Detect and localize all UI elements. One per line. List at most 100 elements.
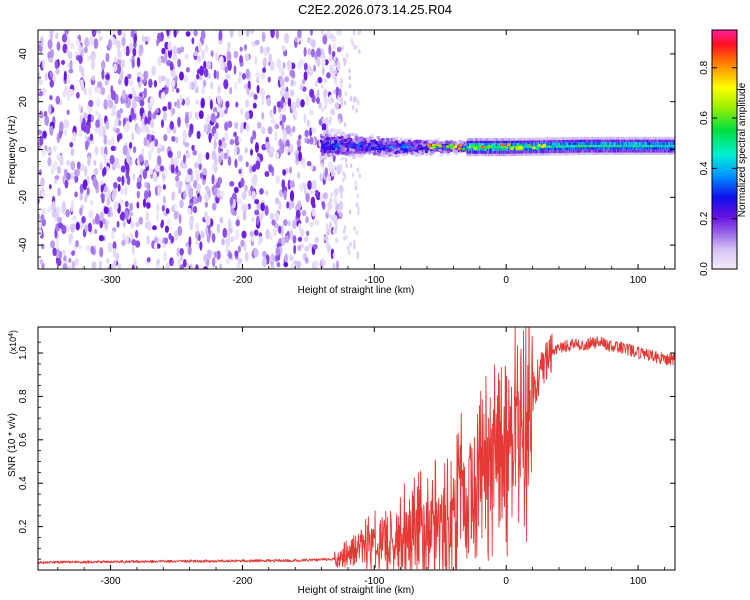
spectrogram-noise-cell	[56, 258, 62, 267]
spectrogram-carrier-cell	[600, 152, 602, 155]
spectrogram-carrier-cell	[615, 139, 617, 143]
spectrogram-carrier-cell	[601, 136, 603, 140]
spectrogram-noise-cell	[183, 74, 189, 83]
spectrogram-signal-cell	[431, 150, 435, 154]
spectrogram-noise-cell	[156, 202, 160, 213]
spectrogram-noise-cell	[171, 136, 176, 142]
spectrogram-noise-cell	[241, 190, 247, 200]
spectrogram-noise-cell	[276, 261, 281, 268]
spectrogram-carrier-cell	[483, 148, 485, 151]
spectrogram-carrier-cell	[506, 140, 508, 144]
spectrogram-carrier-cell	[609, 149, 611, 153]
spectrogram-carrier-cell	[506, 153, 508, 157]
spectrogram-noise-cell	[78, 244, 82, 250]
spectrogram-carrier-cell	[609, 152, 610, 155]
spectrogram-noise-cell	[199, 65, 204, 76]
spectrogram-noise-cell	[333, 56, 336, 62]
spectrogram-carrier-cell	[653, 149, 655, 153]
spectrogram-noise-cell	[202, 79, 207, 88]
spectrogram-noise-cell	[328, 167, 331, 173]
spectrogram-noise-cell	[132, 173, 136, 181]
spectrogram-carrier-cell	[662, 146, 664, 150]
spectrogram-noise-cell	[70, 223, 76, 233]
spectrogram-carrier-cell	[583, 136, 585, 140]
spectrogram-carrier-cell	[548, 142, 550, 146]
spectrogram-noise-cell	[72, 215, 77, 221]
spectrogram-carrier-cell	[467, 148, 469, 151]
spectrogram-noise-cell	[213, 187, 218, 195]
spectrogram-carrier-cell	[669, 144, 671, 148]
spectrogram-carrier-cell	[662, 149, 664, 153]
spectrogram-carrier-cell	[609, 144, 610, 148]
spectrogram-noise-cell	[237, 76, 242, 85]
chart-title: C2E2.2026.073.14.25.R04	[298, 2, 452, 17]
spectrogram-carrier-cell	[656, 136, 658, 140]
spectrogram-carrier-cell	[545, 137, 547, 141]
spectrogram-noise-cell	[95, 119, 101, 129]
spectrogram-noise-cell	[132, 146, 137, 154]
spectrogram-carrier-cell	[588, 152, 590, 155]
spectrogram-carrier-cell	[479, 153, 481, 157]
spectrogram-noise-cell	[313, 65, 316, 72]
spectrogram-carrier-cell	[636, 144, 638, 148]
spectrogram-carrier-cell	[541, 152, 542, 156]
spectrogram-carrier-cell	[513, 140, 515, 144]
spectrogram-carrier-cell	[605, 144, 607, 148]
spectrogram-noise-cell	[166, 30, 170, 37]
spectrogram-carrier-cell	[590, 142, 592, 145]
spectrogram-carrier-cell	[534, 147, 536, 151]
spectrogram-noise-cell	[283, 32, 290, 44]
spectrogram-carrier-cell	[558, 152, 560, 156]
spectrogram-noise-cell	[57, 222, 64, 229]
spectrogram-carrier-cell	[669, 139, 671, 143]
spectrogram-noise-cell	[330, 33, 334, 39]
spectrogram-carrier-cell	[536, 150, 538, 154]
spectrogram-carrier-cell	[613, 152, 615, 155]
spectrogram-carrier-cell	[618, 139, 620, 143]
spectrogram-carrier-cell	[555, 137, 557, 141]
spectrogram-signal-cell	[322, 129, 327, 134]
spectrogram-carrier-cell	[528, 137, 530, 141]
spectrogram-noise-cell	[116, 220, 120, 228]
spectrogram-carrier-cell	[649, 152, 651, 155]
spectrogram-carrier-cell	[485, 153, 487, 157]
spectrogram-carrier-cell	[600, 144, 602, 148]
spectrogram-carrier-cell	[588, 136, 590, 140]
spectrogram-noise-cell	[62, 43, 68, 54]
spectrogram-carrier-cell	[647, 144, 648, 148]
spectrogram-noise-cell	[253, 93, 258, 100]
spectrogram-carrier-cell	[658, 152, 660, 155]
spectrogram-noise-cell	[262, 256, 267, 268]
spectrogram-signal-cell	[384, 154, 388, 158]
spectrogram-noise-cell	[42, 130, 47, 139]
spectrogram-carrier-cell	[647, 146, 649, 150]
spectrogram-carrier-cell	[491, 150, 493, 154]
spectrogram-carrier-cell	[582, 152, 584, 156]
spectrogram-carrier-cell	[567, 152, 569, 156]
spectrogram-carrier-cell	[544, 150, 546, 154]
spectrogram-signal-cell	[411, 146, 415, 151]
spectrogram-carrier-cell	[623, 139, 625, 143]
spectrogram-carrier-cell	[579, 142, 581, 146]
spectrogram-carrier-cell	[548, 152, 550, 156]
spectrogram-carrier-cell	[548, 152, 550, 156]
spectrogram-noise-cell	[44, 115, 50, 126]
spectrogram-carrier-cell	[473, 138, 475, 141]
spectrogram-carrier-cell	[518, 150, 519, 154]
spectrogram-noise-cell	[324, 104, 327, 110]
spectrogram-noise-cell	[307, 48, 311, 56]
spectrogram-noise-cell	[328, 245, 331, 251]
spectrogram-carrier-cell	[617, 152, 619, 155]
spectrogram-carrier-cell	[477, 145, 479, 149]
spectrogram-noise-cell	[182, 129, 188, 141]
spectrogram-noise-cell	[183, 162, 188, 169]
spectrogram-signal-cell	[328, 130, 333, 134]
spectrogram-carrier-cell	[536, 139, 538, 143]
spectrogram-noise-cell	[297, 236, 303, 242]
spectrogram-carrier-cell	[504, 150, 506, 154]
spectrogram-noise-cell	[234, 158, 238, 169]
spectrogram-carrier-cell	[506, 145, 508, 149]
spectrogram-noise-cell	[177, 258, 182, 267]
spectrogram-carrier-cell	[557, 142, 559, 146]
